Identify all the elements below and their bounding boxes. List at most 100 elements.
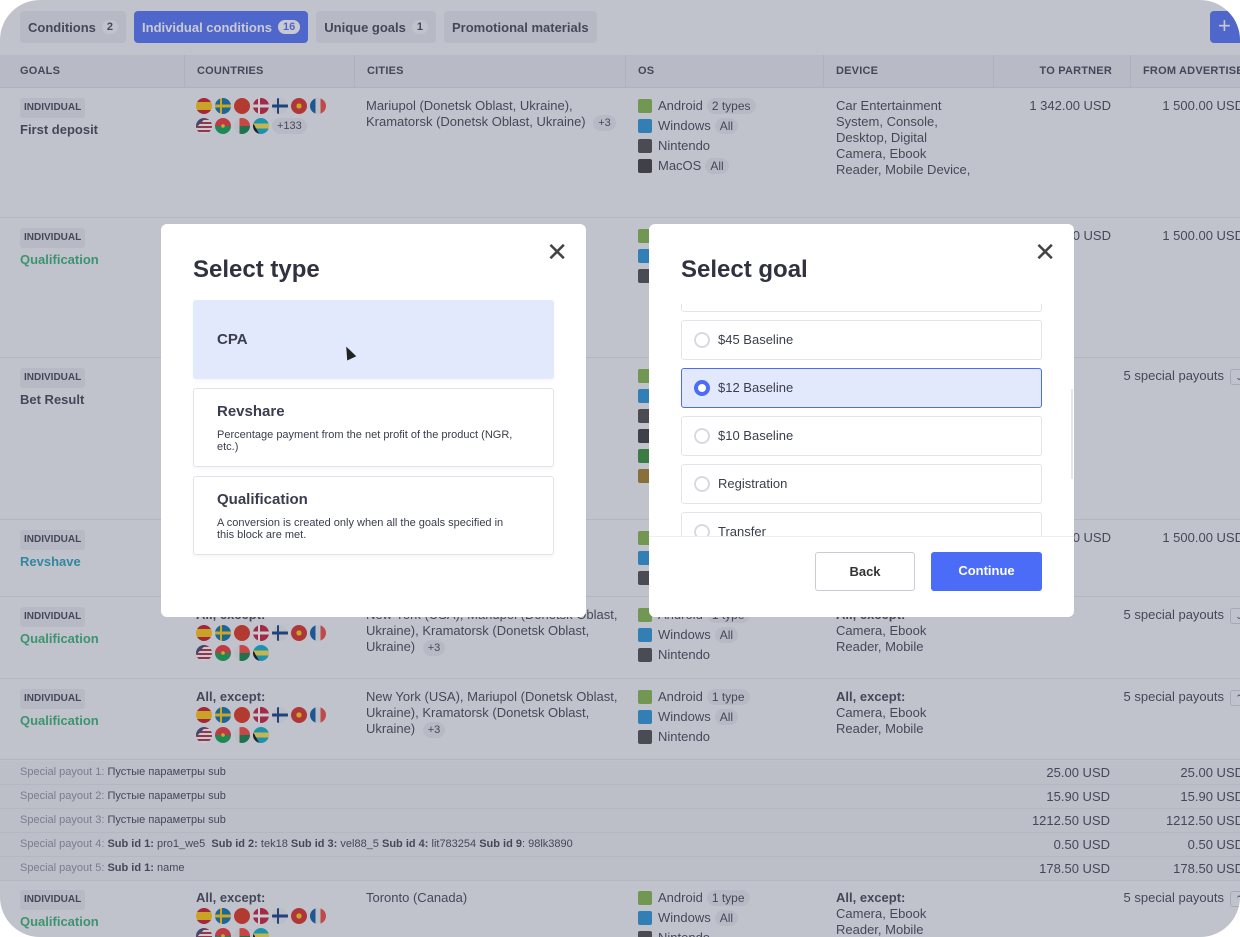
individual-badge: INDIVIDUAL	[20, 530, 86, 550]
special-payouts-toggle[interactable]: 5 special payouts ⌃	[1124, 689, 1240, 706]
tab-label: Unique goals	[324, 19, 406, 35]
chevron-down-icon[interactable]: ⌄	[1230, 608, 1240, 624]
goal-name[interactable]: First deposit	[20, 122, 99, 137]
goal-list[interactable]: $50 Baseline $45 Baseline $12 Baseline $10 …	[649, 304, 1074, 536]
android-icon	[638, 608, 652, 622]
more-cities-badge[interactable]: +3	[593, 115, 616, 131]
os-item: Nintendo	[638, 645, 750, 665]
os-item: Windows All	[638, 908, 750, 928]
tab-label: Conditions	[28, 19, 96, 35]
flag-bs-icon	[253, 727, 269, 743]
flag-es-icon	[196, 707, 212, 723]
flag-bs-icon	[253, 645, 269, 661]
nintendo-icon	[638, 648, 652, 662]
special-payouts-toggle[interactable]: 5 special payouts ⌄	[1124, 607, 1240, 624]
chevron-up-icon[interactable]: ⌃	[1230, 891, 1240, 907]
scrollbar[interactable]	[1071, 389, 1073, 479]
type-option-cpa[interactable]: CPA	[193, 300, 554, 379]
radio-button[interactable]	[694, 476, 710, 492]
special-payouts-toggle[interactable]: 5 special payouts ⌄	[1124, 368, 1240, 385]
device-cell: All, except:Camera, Ebook Reader, Mobile	[836, 890, 971, 937]
special-payout-desc: Special payout 2: Пустые параметры sub	[20, 785, 226, 808]
flag-fi-icon	[272, 908, 288, 924]
goal-cell: INDIVIDUAL Qualification	[20, 228, 99, 268]
flag-bs-icon	[253, 928, 269, 937]
option-title: CPA	[217, 331, 248, 348]
goal-option[interactable]: Transfer	[681, 512, 1042, 536]
radio-button[interactable]	[694, 428, 710, 444]
goal-option[interactable]: $50 Baseline	[681, 304, 1042, 312]
modal-title: Select type	[193, 256, 320, 283]
os-name: Nintendo	[658, 138, 711, 153]
close-icon[interactable]: ✕	[1034, 237, 1056, 267]
tab-count-badge: 1	[411, 20, 429, 34]
column-header-device[interactable]: DEVICE	[823, 55, 993, 88]
column-header-cities[interactable]: CITIES	[354, 55, 625, 88]
cities-text: Mariupol (Donetsk Oblast, Ukraine), Kram…	[366, 98, 586, 129]
column-header-from-advertiser[interactable]: FROM ADVERTISER	[1130, 55, 1240, 88]
flag-fr-icon	[310, 707, 326, 723]
column-header-to-partner[interactable]: TO PARTNER	[993, 55, 1130, 88]
tab-individual-conditions[interactable]: Individual conditions 16	[134, 11, 309, 43]
windows-icon	[638, 710, 652, 724]
goal-name[interactable]: Revshave	[20, 554, 81, 569]
tab-unique-goals[interactable]: Unique goals 1	[316, 11, 437, 43]
flag-mg-icon	[234, 727, 250, 743]
chevron-up-icon[interactable]: ⌃	[1230, 690, 1240, 706]
special-payout-params: Пустые параметры sub	[107, 790, 226, 802]
android-icon	[638, 891, 652, 905]
flag-dk-icon	[253, 625, 269, 641]
goal-name[interactable]: Qualification	[20, 631, 99, 646]
device-text: Camera, Ebook Reader, Mobile	[836, 906, 927, 937]
add-button[interactable]: +	[1210, 11, 1240, 43]
special-payout-row: Special payout 1: Пустые параметры sub 25…	[0, 761, 1240, 785]
os-item: Windows All	[638, 707, 750, 727]
to-partner-value: 15.90 USD	[1046, 789, 1110, 804]
radio-button[interactable]	[694, 380, 710, 396]
radio-button[interactable]	[694, 524, 710, 536]
flag-list	[196, 707, 326, 743]
table-row[interactable]: INDIVIDUAL Qualification All, except: Toron…	[0, 880, 1240, 937]
table-row[interactable]: INDIVIDUAL First deposit +133 Mariupol (Don…	[0, 88, 1240, 218]
from-advertiser-value: 15.90 USD	[1180, 789, 1240, 804]
linux-icon	[638, 469, 652, 483]
close-icon[interactable]: ✕	[546, 237, 568, 267]
more-cities-badge[interactable]: +3	[422, 722, 446, 738]
os-cell: Android 2 types Windows All Nintendo MacOS All	[638, 96, 756, 176]
special-payout-label: Special payout 3:	[20, 814, 105, 826]
goal-option[interactable]: $45 Baseline	[681, 320, 1042, 360]
goal-option-label: $10 Baseline	[718, 428, 794, 443]
goal-option[interactable]: $10 Baseline	[681, 416, 1042, 456]
type-option-revshare[interactable]: Revshare Percentage payment from the net …	[193, 388, 554, 467]
continue-button[interactable]: Continue	[931, 552, 1042, 591]
special-payouts-toggle[interactable]: 5 special payouts ⌃	[1124, 890, 1240, 907]
goal-option[interactable]: $12 Baseline	[681, 368, 1042, 408]
goal-name[interactable]: Qualification	[20, 713, 99, 728]
column-header-os[interactable]: OS	[625, 55, 823, 88]
column-header-countries[interactable]: COUNTRIES	[184, 55, 354, 88]
chevron-down-icon[interactable]: ⌄	[1230, 369, 1240, 385]
goal-name[interactable]: Qualification	[20, 252, 99, 267]
goal-name[interactable]: Qualification	[20, 914, 99, 929]
flag-vn-icon	[291, 625, 307, 641]
more-countries-badge[interactable]: +133	[272, 118, 307, 134]
goal-name[interactable]: Bet Result	[20, 392, 85, 407]
goal-option-label: Transfer	[718, 524, 766, 536]
tab-promotional-materials[interactable]: Promotional materials	[444, 11, 597, 43]
more-cities-badge[interactable]: +3	[422, 640, 446, 656]
from-advertiser-value: 178.50 USD	[1173, 861, 1240, 876]
table-row[interactable]: INDIVIDUAL Qualification All, except: New Y…	[0, 679, 1240, 760]
os-item: Android 2 types	[638, 96, 756, 116]
goal-option[interactable]: Registration	[681, 464, 1042, 504]
back-button[interactable]: Back	[815, 552, 915, 591]
type-option-qualification[interactable]: Qualification A conversion is created onl…	[193, 476, 554, 555]
flag-us-icon	[196, 118, 212, 134]
radio-button[interactable]	[694, 332, 710, 348]
flag-bs-icon	[253, 118, 269, 134]
tab-conditions[interactable]: Conditions 2	[20, 11, 127, 43]
special-payouts-label: 5 special payouts	[1123, 607, 1224, 622]
os-item: Nintendo	[638, 727, 750, 747]
column-header-goals[interactable]: GOALS	[20, 65, 61, 77]
